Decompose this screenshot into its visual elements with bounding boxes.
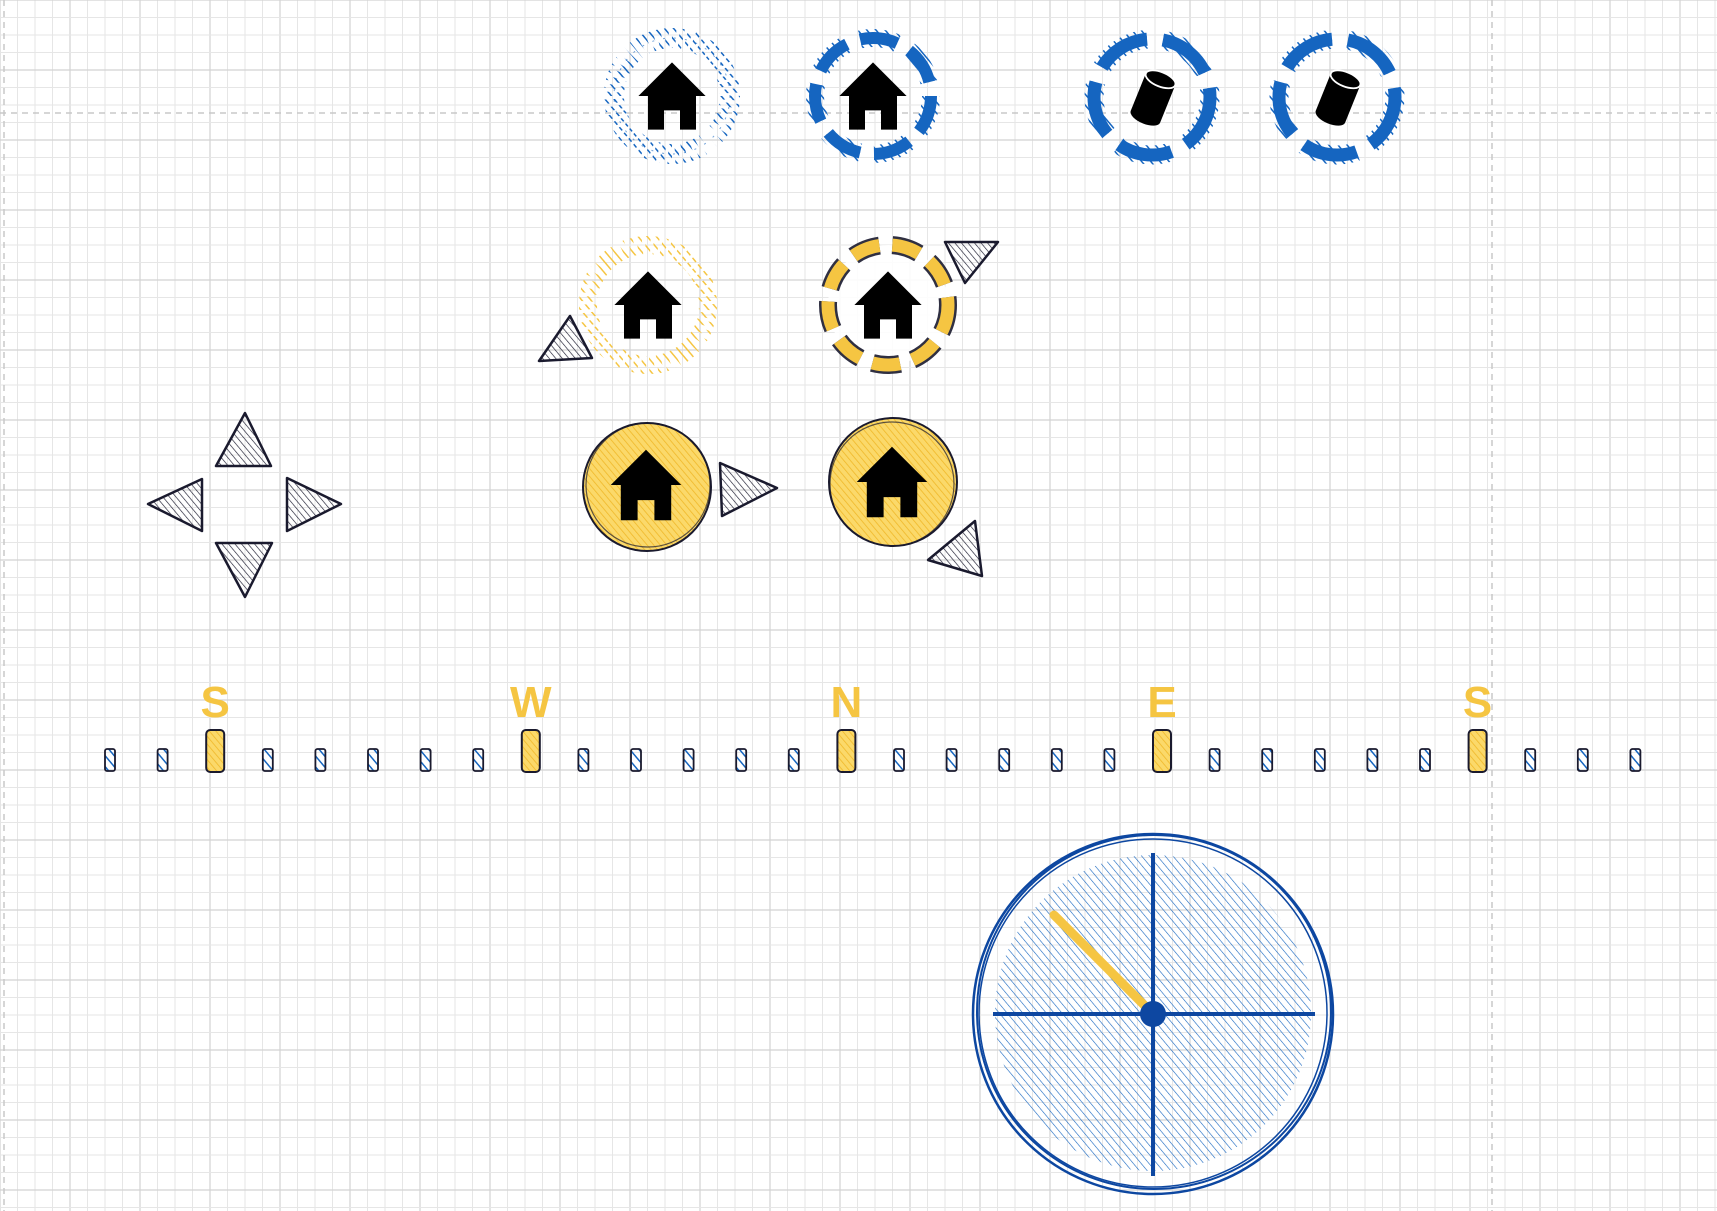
minor-heading-tick <box>1208 748 1221 772</box>
direction-label: S <box>201 678 230 727</box>
minor-heading-tick <box>1103 748 1116 772</box>
blue-cylinder-marker-1[interactable] <box>1084 29 1220 165</box>
minor-heading-tick <box>156 748 169 772</box>
triangle-arrow-icon <box>943 240 1000 285</box>
triangle-arrow-icon <box>926 519 984 578</box>
minor-heading-tick <box>1366 748 1379 772</box>
triangle-arrow-icon[interactable] <box>146 477 204 533</box>
minor-heading-tick <box>1419 748 1431 772</box>
minor-heading-tick <box>735 748 748 772</box>
minor-heading-tick <box>472 748 485 772</box>
dial-needle <box>1049 910 1158 1019</box>
triangle-arrow-icon[interactable] <box>285 476 343 533</box>
major-heading-tick <box>1467 729 1488 773</box>
minor-heading-tick <box>1313 748 1326 772</box>
yellow-home-marker-dotted[interactable] <box>537 236 717 374</box>
direction-label: W <box>510 678 552 727</box>
triangle-arrow-icon <box>718 461 779 518</box>
minor-heading-tick <box>104 748 116 772</box>
directional-pad[interactable] <box>146 411 343 599</box>
triangle-arrow-icon[interactable] <box>214 541 274 599</box>
minor-heading-tick <box>945 748 958 772</box>
minor-heading-tick <box>682 748 695 772</box>
minor-heading-tick <box>1261 748 1274 772</box>
major-heading-tick <box>836 729 857 773</box>
minor-heading-tick <box>1629 748 1642 772</box>
minor-heading-tick <box>1050 748 1063 772</box>
yellow-home-marker-filled-right[interactable] <box>582 422 779 552</box>
minor-heading-tick <box>419 748 432 772</box>
minor-heading-tick <box>630 748 642 772</box>
minor-heading-tick <box>314 748 327 772</box>
major-heading-tick <box>1152 729 1172 773</box>
minor-heading-tick <box>367 748 379 772</box>
dial-hub <box>1140 1001 1166 1027</box>
triangle-arrow-icon <box>537 314 594 363</box>
triangle-arrow-icon[interactable] <box>214 411 273 468</box>
minor-heading-tick <box>577 748 590 772</box>
blue-home-marker-dashed[interactable] <box>806 29 940 163</box>
yellow-home-marker-filled-down-right[interactable] <box>828 417 984 578</box>
compass-dial[interactable] <box>971 832 1335 1196</box>
minor-heading-tick <box>893 748 905 772</box>
direction-label: N <box>831 678 863 727</box>
minor-heading-tick <box>261 748 274 772</box>
blue-home-marker-dotted[interactable] <box>604 28 740 164</box>
direction-label: S <box>1463 678 1492 727</box>
minor-heading-tick <box>998 748 1011 772</box>
direction-label: E <box>1147 678 1176 727</box>
minor-heading-tick <box>1524 748 1537 772</box>
major-heading-tick <box>520 729 541 773</box>
major-heading-tick <box>205 729 226 773</box>
minor-heading-tick <box>787 748 800 772</box>
yellow-home-marker-dashed[interactable] <box>819 236 1000 374</box>
blue-cylinder-marker-2[interactable] <box>1269 29 1405 165</box>
minor-heading-tick <box>1576 748 1589 772</box>
